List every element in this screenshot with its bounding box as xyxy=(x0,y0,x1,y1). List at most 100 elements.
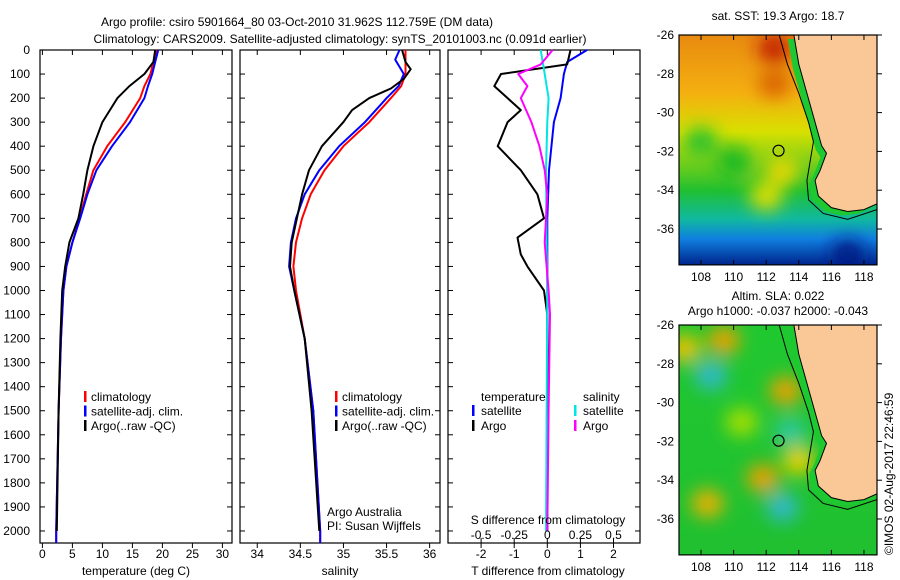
field-anomaly xyxy=(774,417,807,446)
field-anomaly xyxy=(725,408,758,436)
profile-location-marker xyxy=(772,144,785,157)
lat-tick-label: -34 xyxy=(657,183,675,197)
x-axis-label: salinity xyxy=(322,564,359,578)
y-tick-label: 1600 xyxy=(3,428,30,442)
y-tick-label: 1300 xyxy=(3,356,30,370)
x-tick-label: 25 xyxy=(186,547,200,561)
field-anomaly xyxy=(758,69,791,98)
legend-swatch xyxy=(84,420,87,431)
lat-tick-label: -30 xyxy=(657,106,675,120)
y-tick-label: 1200 xyxy=(3,332,30,346)
field-anomaly xyxy=(694,361,727,390)
map-sst_map: 108 110 112 114 116 118 -26 -28 -30 -32 -34 -36 xyxy=(657,28,882,284)
lat-tick-label: -26 xyxy=(657,28,675,42)
field-anomaly xyxy=(685,127,717,156)
y-tick-label: 1800 xyxy=(3,476,30,490)
lat-tick-label: -36 xyxy=(657,222,675,236)
map-frame xyxy=(678,34,878,266)
x-tick-label: 0 xyxy=(544,547,551,561)
lon-tick-label: 110 xyxy=(724,270,743,284)
y-tick-label: 800 xyxy=(10,235,30,249)
y-tick-label: 1500 xyxy=(3,404,30,418)
legend-label: satellite xyxy=(481,404,522,418)
series-line-t-argo xyxy=(493,49,572,531)
lon-tick-label: 114 xyxy=(789,270,808,284)
field-anomaly xyxy=(766,493,799,522)
lat-tick-label: -32 xyxy=(657,434,675,448)
y-tick-label: 400 xyxy=(10,139,30,153)
x-tick-label: 30 xyxy=(216,547,230,561)
y-tick-label: 1000 xyxy=(3,283,30,297)
map-blobs xyxy=(679,326,815,522)
lon-tick-label: 108 xyxy=(691,270,711,284)
map-frame xyxy=(678,324,878,556)
legend-label: satellite-adj. clim. xyxy=(342,405,434,419)
x-tick-label: 0 xyxy=(39,547,46,561)
x-tick-label: 35.5 xyxy=(375,547,399,561)
y-tick-label: 700 xyxy=(10,211,30,225)
lon-tick-label: 116 xyxy=(822,270,841,284)
lon-tick-label: 114 xyxy=(789,560,808,574)
legend-label: Argo(..raw -QC) xyxy=(91,419,176,433)
lat-tick-label: -32 xyxy=(657,144,675,158)
y-tick-label: 900 xyxy=(10,259,30,273)
isobath-line xyxy=(778,325,877,510)
annotation-argo-australia: Argo Australia xyxy=(327,505,402,519)
legend-label: Argo xyxy=(481,419,507,433)
x2-tick-label: 0.5 xyxy=(605,528,622,542)
plot-frame xyxy=(239,49,441,544)
panel-salinity: 34 34.5 35 35.5 36 salinity climatologysatelli… xyxy=(239,49,441,578)
series-line-argo-raw-qc- xyxy=(289,49,412,532)
y-tick-label: 100 xyxy=(10,67,30,81)
x-tick-label: 35 xyxy=(337,547,351,561)
land-australia xyxy=(793,35,877,213)
y-tick-label: 1400 xyxy=(3,380,30,394)
legend-label: satellite-adj. clim. xyxy=(91,405,183,419)
legend-swatch xyxy=(472,420,475,431)
legend-label: Argo xyxy=(583,419,609,433)
lon-tick-label: 112 xyxy=(757,560,776,574)
x2-tick-label: -0.25 xyxy=(501,528,529,542)
isobath-line xyxy=(778,35,877,220)
lon-tick-label: 116 xyxy=(822,560,841,574)
field-anomaly xyxy=(769,376,802,405)
legend-swatch xyxy=(84,405,87,417)
x-tick-label: 34 xyxy=(251,547,265,561)
lon-tick-label: 110 xyxy=(724,560,743,574)
x-axis-label: temperature (deg C) xyxy=(82,564,190,578)
legend-label: Argo(..raw -QC) xyxy=(342,419,427,433)
legend-swatch xyxy=(574,405,577,416)
footer-copyright: ©IMOS 02-Aug-2017 22:46:59 xyxy=(882,392,896,555)
x2-tick-label: 0 xyxy=(544,528,551,542)
y-tick-label: 0 xyxy=(23,43,30,57)
legend-swatch xyxy=(335,405,338,417)
field-anomaly xyxy=(831,240,864,265)
plot-frame xyxy=(39,49,233,544)
legend-label: climatology xyxy=(342,390,402,404)
x-tick-label: 36 xyxy=(423,547,437,561)
map-title-sla: Altim. SLA: 0.022 xyxy=(732,289,825,303)
panel-temperature: 0100200300400500600700800900100011001200… xyxy=(3,43,233,578)
map-sla_map: 108 110 112 114 116 118 -26 -28 -30 -32 -34 -36 xyxy=(657,318,882,574)
figure-title-line2: Climatology: CARS2009. Satellite-adjuste… xyxy=(94,32,587,46)
map-field xyxy=(679,35,877,265)
x-axis-label-difference: T difference from climatology xyxy=(471,564,625,578)
legend-swatch xyxy=(84,391,87,402)
legend-title-temperature: temperature xyxy=(481,390,546,404)
lon-tick-label: 118 xyxy=(854,560,873,574)
y-tick-label: 600 xyxy=(10,187,30,201)
y-tick-label: 2000 xyxy=(3,524,30,538)
field-anomaly xyxy=(758,35,791,63)
lon-tick-label: 112 xyxy=(757,270,776,284)
figure-title-line1: Argo profile: csiro 5901664_80 03-Oct-20… xyxy=(101,15,493,29)
lat-tick-label: -28 xyxy=(657,67,675,81)
x2-tick-label: -0.5 xyxy=(471,528,492,542)
y-tick-label: 1100 xyxy=(4,308,30,322)
field-anomaly xyxy=(707,326,740,355)
land-australia xyxy=(793,325,877,503)
map-title-sst: sat. SST: 19.3 Argo: 18.7 xyxy=(712,9,845,23)
x-tick-label: 15 xyxy=(126,547,140,561)
y-tick-label: 300 xyxy=(10,115,30,129)
lon-tick-label: 118 xyxy=(854,270,873,284)
